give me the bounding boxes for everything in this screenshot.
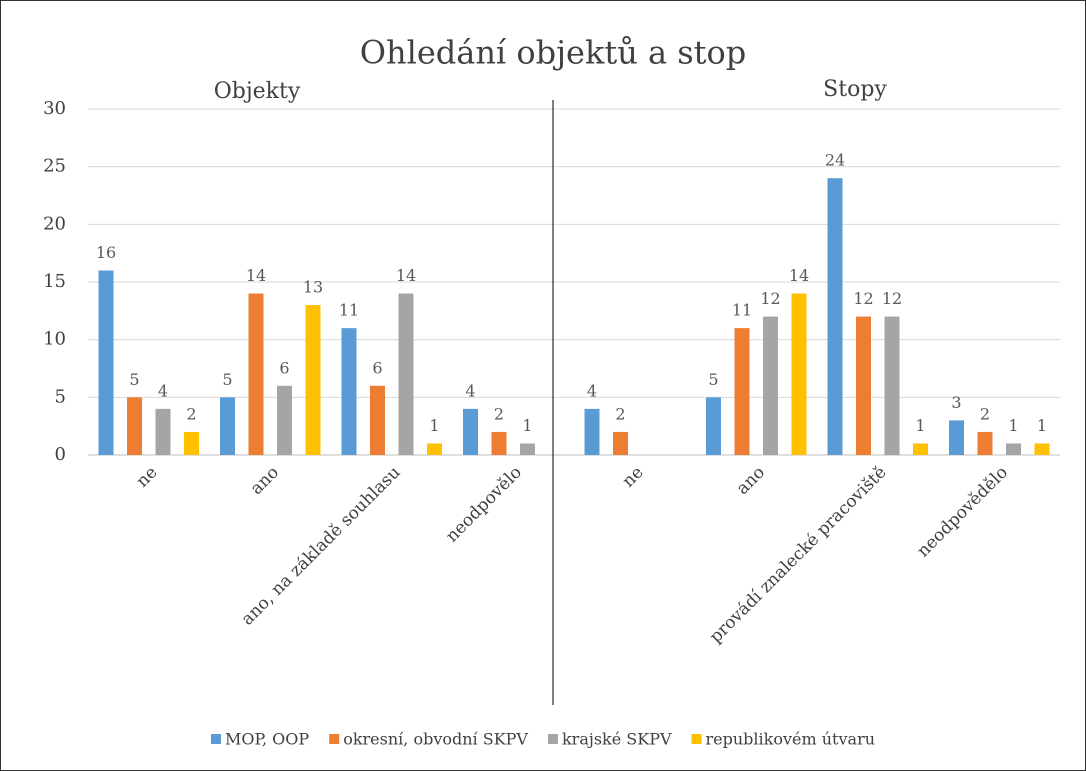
legend-label: krajské SKPV [562, 730, 672, 749]
bar [127, 397, 142, 455]
bar [370, 385, 385, 455]
y-tick-label: 0 [55, 444, 66, 465]
value-label: 1 [522, 416, 532, 435]
bar [277, 385, 292, 455]
bar [155, 408, 171, 455]
bar [98, 270, 114, 455]
bar [520, 443, 535, 455]
legend-label: MOP, OOP [225, 730, 309, 749]
value-label: 12 [760, 289, 780, 308]
value-label: 1 [915, 416, 925, 435]
legend-swatch [547, 734, 558, 744]
y-tick-label: 15 [43, 271, 66, 292]
chart-title: Ohledání objektů a stop [360, 34, 747, 72]
bar [1006, 443, 1021, 455]
bar [827, 178, 843, 455]
bar [1034, 443, 1050, 455]
value-label: 2 [494, 404, 504, 423]
bar [763, 316, 778, 455]
value-label: 4 [587, 381, 597, 400]
bar [248, 293, 264, 455]
value-label: 1 [1037, 416, 1047, 435]
value-label: 6 [372, 358, 382, 377]
bar [427, 443, 442, 455]
value-label: 24 [825, 151, 845, 170]
bar [734, 328, 750, 455]
value-label: 11 [732, 301, 752, 320]
value-label: 5 [129, 370, 139, 389]
legend-swatch [691, 734, 702, 744]
bar [463, 408, 478, 455]
bar [398, 293, 414, 455]
value-label: 12 [853, 289, 873, 308]
y-tick-label: 5 [55, 386, 66, 407]
value-label: 6 [279, 358, 289, 377]
group-label: Objekty [214, 79, 301, 104]
bar [491, 431, 507, 455]
value-label: 13 [303, 278, 323, 297]
value-label: 14 [246, 266, 266, 285]
value-label: 4 [465, 381, 475, 400]
value-label: 2 [186, 404, 196, 423]
bar [341, 328, 357, 455]
value-label: 16 [96, 243, 116, 262]
bar [913, 443, 928, 455]
value-label: 3 [951, 393, 961, 412]
y-tick-label: 25 [43, 156, 66, 177]
bar [706, 397, 721, 455]
legend-label: okresní, obvodní SKPV [343, 730, 528, 749]
value-label: 1 [429, 416, 439, 435]
bar [613, 431, 628, 455]
value-label: 14 [396, 266, 416, 285]
y-tick-label: 20 [43, 213, 66, 234]
legend-label: republikovém útvaru [706, 730, 876, 749]
value-label: 1 [1008, 416, 1018, 435]
y-tick-label: 30 [43, 98, 66, 119]
bar [884, 316, 900, 455]
legend-swatch [329, 734, 340, 744]
legend-swatch [210, 734, 221, 744]
legend: MOP, OOP okresní, obvodní SKPV krajské SKP… [210, 730, 876, 749]
value-label: 14 [789, 266, 809, 285]
bar [184, 431, 199, 455]
value-label: 2 [980, 404, 990, 423]
bar [220, 397, 235, 455]
group-label: Stopy [823, 77, 887, 102]
bar [977, 431, 993, 455]
bar [949, 420, 964, 455]
y-tick-label: 10 [43, 329, 66, 350]
bar [305, 305, 321, 455]
value-label: 5 [222, 370, 232, 389]
value-label: 11 [339, 301, 359, 320]
bar [856, 316, 871, 455]
bar [584, 408, 600, 455]
value-label: 4 [158, 381, 168, 400]
value-label: 5 [708, 370, 718, 389]
bar [791, 293, 807, 455]
value-label: 12 [882, 289, 902, 308]
value-label: 2 [615, 404, 625, 423]
